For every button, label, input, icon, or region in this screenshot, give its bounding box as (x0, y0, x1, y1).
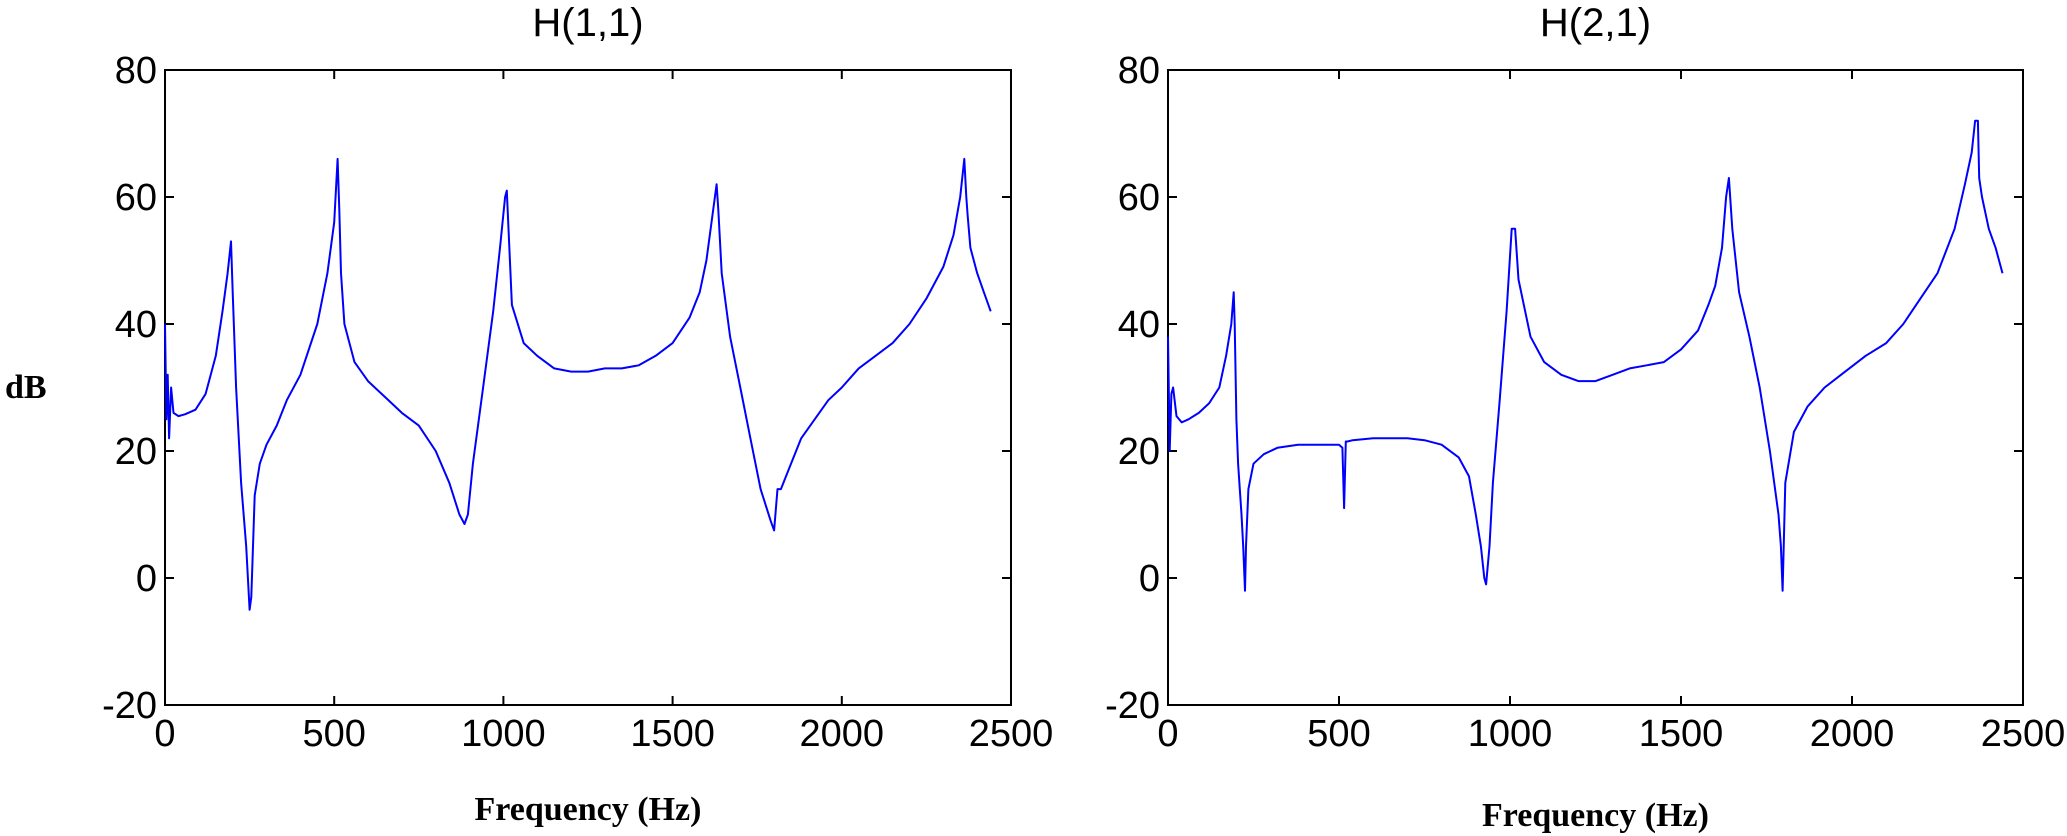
chart-panel-h11: H(1,1)0 500 1000 1500 2000 2500-20020406080Fr… (102, 1, 1053, 828)
y-tick-label: 40 (1118, 304, 1160, 346)
x-tick-label: 2000 (1810, 713, 1895, 755)
x-axis-label: Frequency (Hz) (1482, 797, 1709, 834)
y-tick-label: 80 (1118, 50, 1160, 92)
x-tick-label: 1000 (461, 713, 546, 755)
x-tick-label: 2000 (800, 713, 885, 755)
y-tick-label: -20 (1105, 685, 1160, 727)
y-axis-label-db: dB (5, 369, 47, 406)
x-tick-label: 1000 (1468, 713, 1553, 755)
y-tick-label: 20 (115, 431, 157, 473)
plot-frame (1167, 69, 2024, 706)
series-line-h21 (1167, 119, 2004, 592)
x-tick-label: 0 (154, 713, 175, 755)
x-tick-label: 500 (302, 713, 365, 755)
chart-panel-h21: H(2,1)0 500 1000 1500 2000 2500-20020406080Fr… (1105, 1, 2065, 834)
series-line-h11 (164, 157, 992, 611)
y-tick-label: 80 (115, 50, 157, 92)
y-tick-label: 60 (1118, 177, 1160, 219)
chart-title: H(1,1) (532, 1, 643, 45)
x-tick-label: 2500 (1981, 713, 2066, 755)
y-tick-label: 60 (115, 177, 157, 219)
y-tick-label: 0 (136, 558, 157, 600)
y-tick-label: 20 (1118, 431, 1160, 473)
x-tick-label: 500 (1307, 713, 1370, 755)
charts-container: H(1,1)0 500 1000 1500 2000 2500-20020406080Fr… (102, 1, 2065, 834)
x-tick-label: 1500 (630, 713, 715, 755)
x-axis-label: Frequency (Hz) (475, 791, 702, 828)
y-tick-label: 0 (1139, 558, 1160, 600)
x-tick-label: 1500 (1639, 713, 1724, 755)
x-tick-label: 2500 (969, 713, 1054, 755)
plot-frame (164, 69, 1012, 706)
y-tick-label: 40 (115, 304, 157, 346)
y-tick-label: -20 (102, 685, 157, 727)
x-tick-label: 0 (1157, 713, 1178, 755)
chart-title: H(2,1) (1540, 1, 1651, 45)
